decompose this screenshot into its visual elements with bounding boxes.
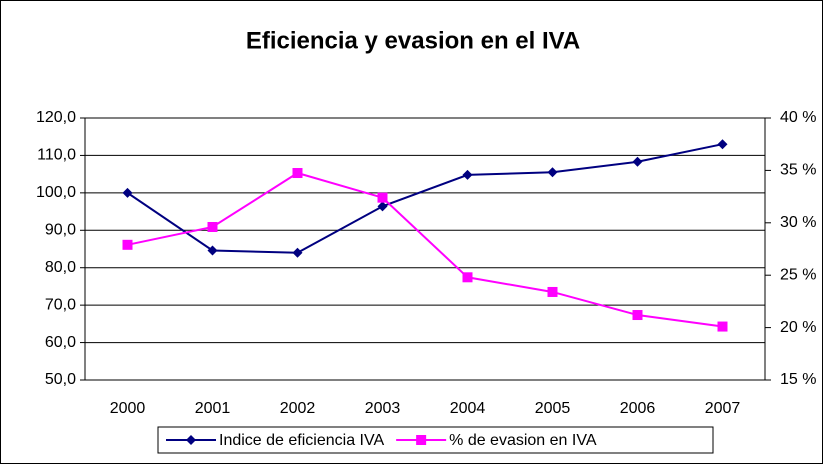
y2-tick-label: 20 % — [780, 319, 816, 336]
y2-tick-label: 40 % — [780, 109, 816, 126]
x-tick-label: 2002 — [280, 400, 316, 417]
data-point — [207, 245, 218, 256]
data-point — [377, 192, 388, 203]
data-point — [122, 187, 133, 198]
y-tick-label: 90,0 — [45, 222, 76, 239]
y2-tick-label: 35 % — [780, 162, 816, 179]
y-tick-label: 100,0 — [36, 184, 76, 201]
data-point — [292, 247, 303, 258]
x-tick-label: 2007 — [705, 400, 741, 417]
data-point — [377, 201, 388, 212]
x-tick-label: 2005 — [535, 400, 571, 417]
x-tick-label: 2006 — [620, 400, 656, 417]
y-tick-label: 50,0 — [45, 371, 76, 388]
data-point — [292, 168, 303, 179]
series-line — [126, 143, 723, 254]
y-tick-label: 60,0 — [45, 334, 76, 351]
x-tick-label: 2000 — [110, 400, 146, 417]
y-tick-label: 80,0 — [45, 259, 76, 276]
legend-marker — [186, 435, 196, 445]
y-tick-label: 70,0 — [45, 296, 76, 313]
data-point — [717, 139, 728, 150]
legend-label: % de evasion en IVA — [449, 432, 597, 449]
data-point — [547, 286, 558, 297]
data-point — [122, 239, 133, 250]
x-tick-label: 2004 — [450, 400, 486, 417]
legend-label: Indice de eficiencia IVA — [219, 432, 384, 449]
data-point — [462, 272, 473, 283]
y2-tick-label: 15 % — [780, 371, 816, 388]
x-tick-label: 2003 — [365, 400, 401, 417]
series-line — [127, 171, 723, 328]
x-tick-label: 2001 — [195, 400, 231, 417]
y-tick-label: 120,0 — [36, 109, 76, 126]
chart-title: Eficiencia y evasion en el IVA — [246, 27, 580, 54]
legend-marker — [416, 435, 427, 445]
data-point — [632, 156, 643, 167]
data-point — [207, 221, 218, 232]
y2-tick-label: 25 % — [780, 266, 816, 283]
data-point — [717, 321, 728, 332]
data-point — [632, 310, 643, 321]
data-point — [462, 169, 473, 180]
y-tick-label: 110,0 — [37, 147, 76, 164]
y2-tick-label: 30 % — [780, 214, 816, 231]
data-point — [547, 167, 558, 178]
